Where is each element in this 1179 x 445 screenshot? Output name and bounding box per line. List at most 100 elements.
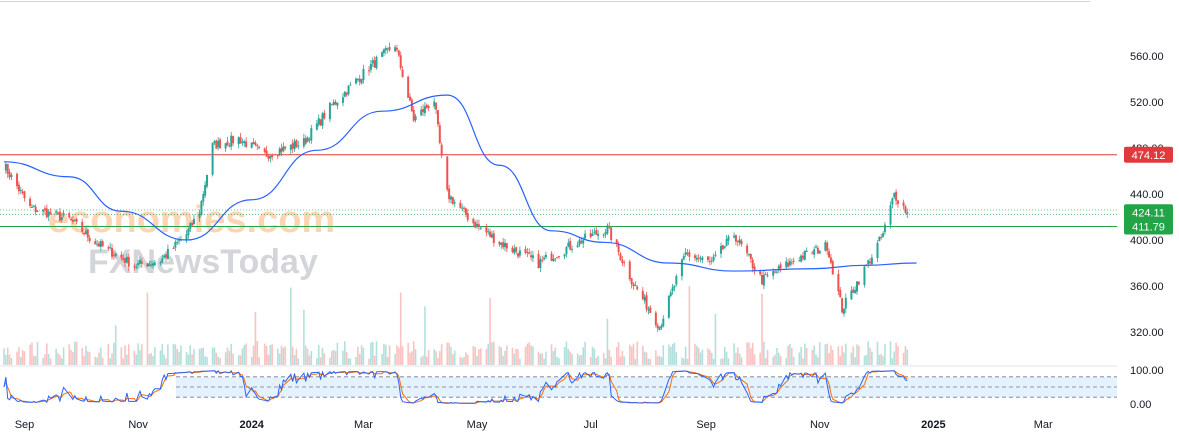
candle[interactable] (891, 197, 894, 209)
candle[interactable] (883, 221, 886, 235)
candle[interactable] (49, 208, 52, 215)
candle[interactable] (381, 50, 384, 58)
candle[interactable] (295, 139, 298, 148)
candle[interactable] (336, 102, 339, 110)
candle[interactable] (232, 135, 235, 146)
candle[interactable] (291, 139, 294, 153)
candle[interactable] (310, 124, 313, 144)
candle[interactable] (647, 306, 650, 315)
candle[interactable] (355, 77, 357, 85)
candle[interactable] (826, 240, 829, 256)
candle[interactable] (319, 119, 322, 127)
candle[interactable] (818, 250, 821, 254)
candle[interactable] (870, 254, 873, 265)
candle[interactable] (198, 209, 201, 222)
candle[interactable] (271, 153, 274, 161)
candle[interactable] (850, 286, 853, 300)
candle[interactable] (341, 93, 344, 107)
candle[interactable] (472, 217, 475, 227)
candle[interactable] (88, 235, 91, 244)
candle[interactable] (762, 270, 765, 290)
candle[interactable] (688, 249, 691, 262)
candle[interactable] (699, 255, 702, 263)
candle[interactable] (17, 181, 20, 195)
candle[interactable] (707, 256, 709, 263)
candle[interactable] (347, 84, 350, 96)
candle[interactable] (634, 281, 637, 287)
candle[interactable] (94, 238, 97, 245)
candle[interactable] (30, 203, 33, 208)
candle[interactable] (714, 251, 717, 258)
candle[interactable] (29, 196, 32, 208)
candle[interactable] (597, 229, 600, 241)
stoch-k-line[interactable] (3, 369, 908, 404)
candle[interactable] (215, 139, 218, 149)
candle[interactable] (697, 253, 700, 263)
candle[interactable] (641, 287, 644, 301)
candle[interactable] (669, 289, 672, 298)
candle[interactable] (97, 241, 100, 247)
candle[interactable] (902, 199, 905, 210)
candle[interactable] (680, 258, 683, 281)
candle[interactable] (282, 142, 285, 153)
candle[interactable] (228, 142, 231, 148)
candle[interactable] (660, 323, 663, 330)
candle[interactable] (671, 284, 674, 295)
candle[interactable] (382, 48, 385, 57)
candle[interactable] (267, 153, 270, 162)
candle[interactable] (159, 260, 162, 266)
candle[interactable] (645, 291, 648, 313)
candle[interactable] (675, 274, 678, 287)
candle[interactable] (114, 252, 117, 259)
candle[interactable] (589, 229, 592, 239)
candle[interactable] (544, 251, 547, 260)
candle[interactable] (36, 210, 39, 212)
candle[interactable] (842, 308, 845, 317)
candle[interactable] (800, 254, 803, 263)
candle[interactable] (293, 138, 296, 152)
candle[interactable] (422, 104, 425, 116)
candle[interactable] (492, 230, 495, 247)
candle[interactable] (602, 233, 605, 239)
candle[interactable] (882, 231, 885, 238)
candle[interactable] (489, 228, 492, 238)
candle[interactable] (112, 251, 115, 260)
candle[interactable] (384, 45, 387, 55)
candle[interactable] (328, 101, 331, 123)
candle[interactable] (630, 277, 633, 289)
candle[interactable] (550, 251, 553, 262)
candle[interactable] (58, 208, 61, 223)
candle[interactable] (541, 255, 544, 263)
candle[interactable] (265, 146, 268, 158)
candle[interactable] (906, 208, 909, 219)
candle[interactable] (841, 297, 844, 314)
candle[interactable] (109, 242, 112, 250)
candle[interactable] (70, 216, 73, 222)
candle[interactable] (779, 262, 782, 273)
candle[interactable] (308, 137, 311, 144)
candle[interactable] (498, 240, 501, 247)
candle[interactable] (151, 260, 154, 269)
candle[interactable] (764, 271, 767, 276)
candle[interactable] (6, 163, 9, 178)
candle[interactable] (226, 136, 229, 147)
candle[interactable] (662, 315, 665, 328)
candle[interactable] (297, 140, 300, 150)
candle[interactable] (369, 60, 372, 73)
candle[interactable] (667, 294, 670, 320)
candle[interactable] (725, 234, 728, 247)
candle[interactable] (785, 257, 788, 269)
candle[interactable] (828, 248, 831, 259)
candle[interactable] (787, 258, 790, 268)
candle[interactable] (230, 131, 233, 151)
candle[interactable] (654, 310, 657, 328)
candle[interactable] (479, 226, 482, 230)
candle[interactable] (321, 111, 324, 130)
candle[interactable] (174, 239, 177, 251)
candle[interactable] (19, 186, 22, 195)
candle[interactable] (446, 156, 449, 192)
candle[interactable] (125, 253, 128, 264)
candle[interactable] (256, 143, 259, 150)
candle[interactable] (245, 137, 248, 148)
candle[interactable] (738, 235, 741, 246)
